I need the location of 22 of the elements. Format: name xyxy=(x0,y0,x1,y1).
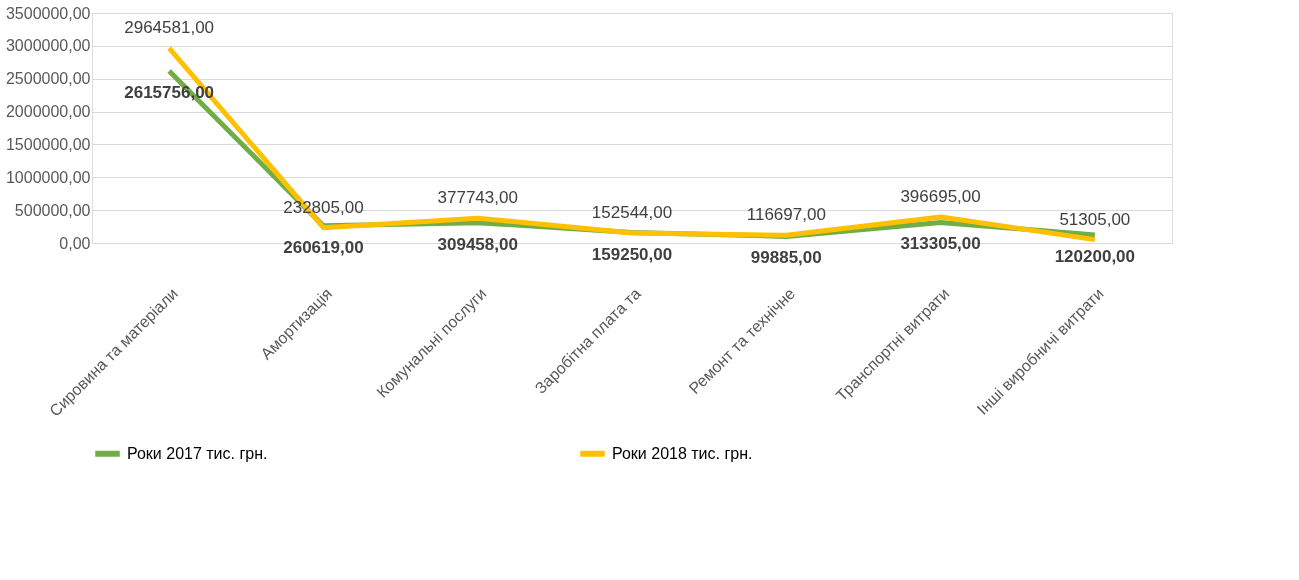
y-tick-label: 1000000,00 xyxy=(5,168,91,186)
legend-label: Роки 2017 тис. грн. xyxy=(127,444,268,462)
data-label: 51305,00 xyxy=(1059,209,1131,229)
y-tick-label: 2500000,00 xyxy=(5,70,91,88)
data-label: 116697,00 xyxy=(746,205,826,225)
legend-label: Роки 2018 тис. грн. xyxy=(612,444,753,462)
data-label: 309458,00 xyxy=(437,234,518,254)
y-tick-label: 3000000,00 xyxy=(5,37,91,55)
data-label: 377743,00 xyxy=(437,188,518,208)
data-label: 159250,00 xyxy=(591,244,673,264)
data-label: 152544,00 xyxy=(591,202,673,222)
y-tick-label: 0,00 xyxy=(59,234,91,252)
y-tick-label: 500000,00 xyxy=(14,201,91,219)
y-tick-label: 1500000,00 xyxy=(5,135,91,153)
data-label: 396695,00 xyxy=(900,186,981,206)
data-label: 99885,00 xyxy=(750,248,822,268)
data-label: 313305,00 xyxy=(900,234,981,254)
data-label: 120200,00 xyxy=(1054,247,1136,267)
data-label: 260619,00 xyxy=(283,237,364,257)
data-label: 2964581,00 xyxy=(124,18,215,38)
y-tick-label: 3500000,00 xyxy=(5,4,91,22)
y-tick-label: 2000000,00 xyxy=(5,103,91,121)
